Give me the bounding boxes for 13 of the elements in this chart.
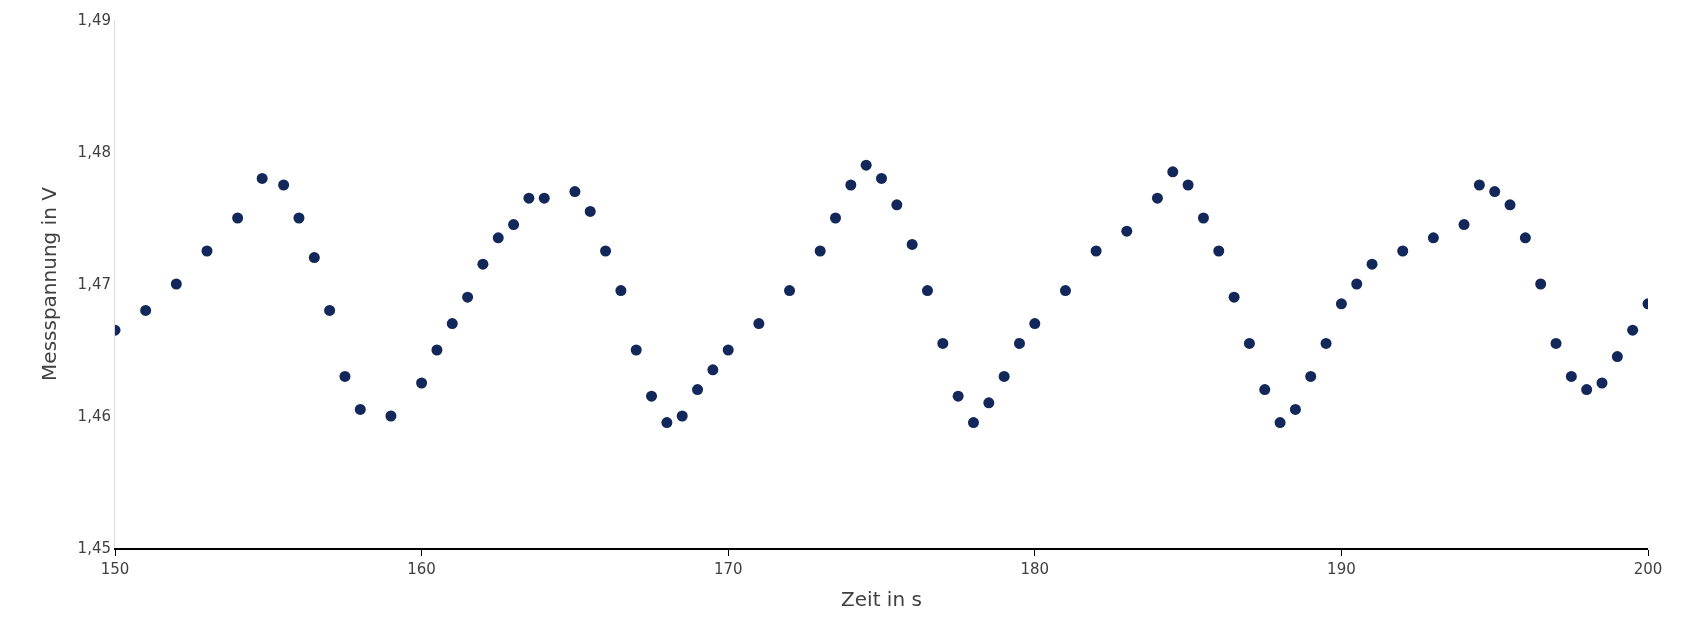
y-tick-label: 1,46 xyxy=(77,407,111,426)
x-axis-title: Zeit in s xyxy=(841,586,922,611)
y-tick-label: 1,45 xyxy=(77,539,111,558)
x-tick-label: 200 xyxy=(1633,559,1663,578)
y-tick-label: 1,48 xyxy=(77,143,111,162)
x-tick-label: 180 xyxy=(1020,559,1050,578)
y-tick-label: 1,47 xyxy=(77,275,111,294)
y-tick-label: 1,49 xyxy=(77,11,111,30)
x-tick-label: 160 xyxy=(407,559,436,578)
y-axis-title: Messspannung in V xyxy=(37,186,62,381)
x-tick-label: 150 xyxy=(100,559,130,578)
x-tick-label: 190 xyxy=(1327,559,1356,578)
x-tick-label: 170 xyxy=(713,559,743,578)
